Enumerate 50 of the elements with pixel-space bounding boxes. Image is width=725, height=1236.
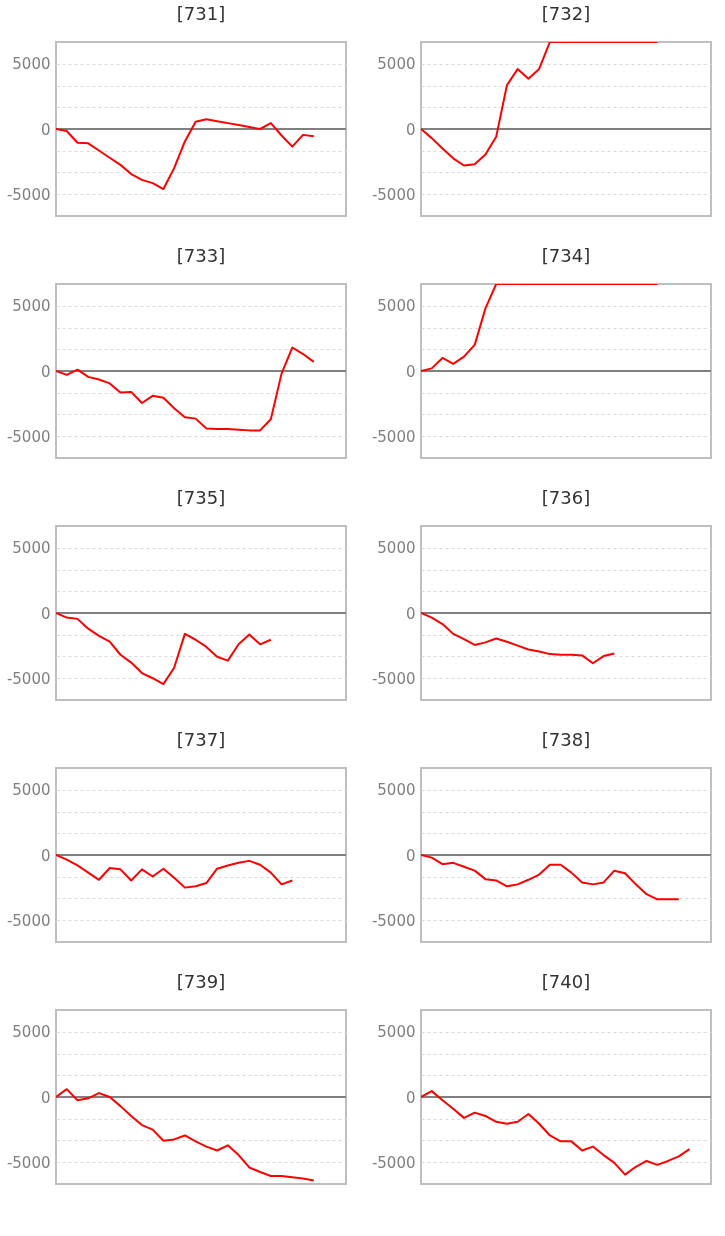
y-tick-label: 5000 <box>377 539 416 558</box>
y-tick-label: 5000 <box>377 297 416 316</box>
chart-title: [735] <box>176 487 226 508</box>
y-tick-label: -5000 <box>371 1153 416 1172</box>
chart-title: [737] <box>176 729 226 750</box>
y-tick-label: -5000 <box>371 911 416 930</box>
y-tick-label: -5000 <box>6 911 51 930</box>
y-tick-label: 0 <box>405 846 416 865</box>
y-tick-label: 0 <box>40 846 51 865</box>
y-tick-label: 0 <box>40 604 51 623</box>
chart-title: [732] <box>541 3 591 24</box>
y-tick-label: -5000 <box>371 427 416 446</box>
y-tick-label: 0 <box>405 1088 416 1107</box>
line-series <box>56 1088 315 1182</box>
line-series <box>56 854 294 889</box>
y-tick-label: 0 <box>40 362 51 381</box>
line-series <box>421 42 659 167</box>
y-tick-label: -5000 <box>6 185 51 204</box>
y-tick-label: -5000 <box>6 669 51 688</box>
line-series <box>421 612 616 665</box>
y-tick-label: -5000 <box>6 427 51 446</box>
line-series <box>421 284 659 372</box>
y-tick-label: 5000 <box>12 781 51 800</box>
y-tick-label: 0 <box>40 1088 51 1107</box>
y-tick-label: -5000 <box>6 1153 51 1172</box>
y-tick-label: 5000 <box>12 55 51 74</box>
y-tick-label: 0 <box>405 362 416 381</box>
line-series <box>56 118 315 191</box>
line-series <box>421 854 680 901</box>
chart-title: [738] <box>541 729 591 750</box>
y-tick-label: -5000 <box>371 669 416 688</box>
y-tick-label: 5000 <box>12 539 51 558</box>
y-tick-label: -5000 <box>371 185 416 204</box>
y-tick-label: 5000 <box>377 781 416 800</box>
y-tick-label: 5000 <box>377 1023 416 1042</box>
chart-title: [733] <box>176 245 226 266</box>
y-tick-label: 5000 <box>12 1023 51 1042</box>
y-tick-label: 5000 <box>12 297 51 316</box>
chart-title: [736] <box>541 487 591 508</box>
y-tick-label: 0 <box>405 120 416 139</box>
y-tick-label: 0 <box>405 604 416 623</box>
chart-title: [739] <box>176 971 226 992</box>
line-series <box>421 1090 691 1176</box>
y-tick-label: 0 <box>40 120 51 139</box>
y-tick-label: 5000 <box>377 55 416 74</box>
chart-title: [740] <box>541 971 591 992</box>
line-series <box>56 612 272 686</box>
chart-title: [734] <box>541 245 591 266</box>
chart-title: [731] <box>176 3 226 24</box>
line-series <box>56 346 315 432</box>
